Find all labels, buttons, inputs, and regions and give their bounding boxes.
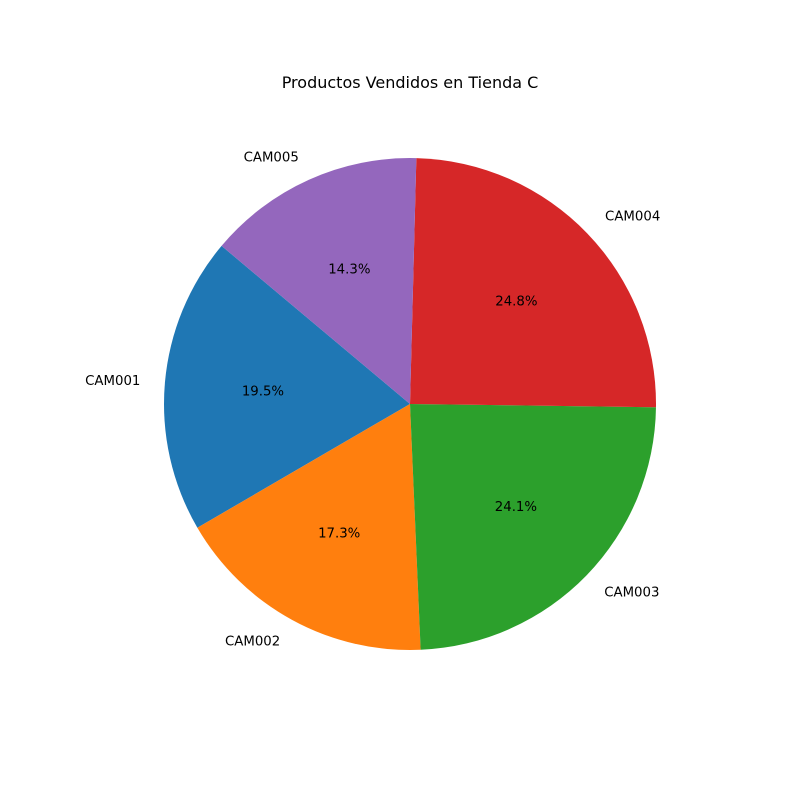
pct-label-cam001: 19.5% xyxy=(242,384,284,399)
pie-slice-cam002 xyxy=(197,404,421,651)
pie-slice-cam005 xyxy=(221,157,417,404)
slice-label-cam002: CAM002 xyxy=(225,634,280,649)
chart-title: Productos Vendidos en Tienda C xyxy=(282,73,539,92)
pie-labels: CAM001 19.5% CAM002 17.3% CAM003 24.1% CAM004 2… xyxy=(85,150,660,649)
slice-label-cam003: CAM003 xyxy=(604,585,659,600)
pct-label-cam005: 14.3% xyxy=(328,262,370,277)
pct-label-cam002: 17.3% xyxy=(318,527,360,542)
pie-slices xyxy=(163,157,657,651)
slice-label-cam001: CAM001 xyxy=(85,374,140,389)
pie-slice-cam004 xyxy=(410,158,657,408)
pct-label-cam003: 24.1% xyxy=(495,500,537,515)
slice-label-cam004: CAM004 xyxy=(605,209,660,224)
slice-label-cam005: CAM005 xyxy=(244,150,299,165)
pie-slice-cam001 xyxy=(163,245,410,528)
pct-label-cam004: 24.8% xyxy=(495,295,537,310)
pie-slice-cam003 xyxy=(410,404,656,650)
